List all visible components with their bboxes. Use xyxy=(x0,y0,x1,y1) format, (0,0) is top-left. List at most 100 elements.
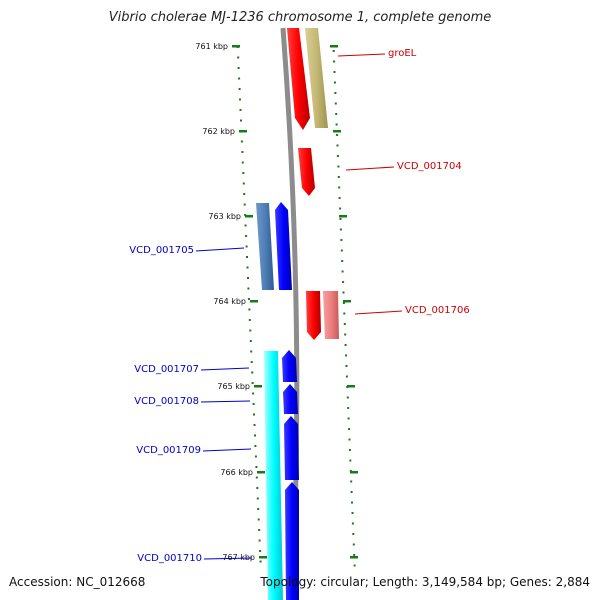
gene-VCD_001705-homolog-bar[interactable] xyxy=(256,203,274,290)
inner-tick-dot xyxy=(238,88,241,90)
gene-leader-line xyxy=(195,247,245,252)
gene-label-VCD_001707[interactable]: VCD_001707 xyxy=(134,364,199,375)
outer-tick-dot xyxy=(342,302,345,304)
gene-label-VCD_001706[interactable]: VCD_001706 xyxy=(405,305,470,316)
gene-VCD_001710-feature[interactable] xyxy=(285,482,299,600)
outer-tick-dot xyxy=(351,522,354,525)
inner-tick-dot xyxy=(240,119,242,122)
gene-label-groEL[interactable]: groEL xyxy=(388,48,417,59)
outer-tick-dot xyxy=(340,249,343,252)
outer-tick-dot xyxy=(342,281,345,283)
inner-tick-dot xyxy=(239,98,241,101)
gene-groEL-arrow[interactable] xyxy=(287,28,310,130)
inner-tick-dot xyxy=(249,340,252,342)
inner-tick-dot xyxy=(243,193,246,195)
inner-tick-dot xyxy=(240,140,243,143)
genome-summary-text: Topology: circular; Length: 3,149,584 bp… xyxy=(260,575,590,589)
inner-tick-dot xyxy=(254,455,257,458)
inner-tick-dot xyxy=(248,308,251,311)
inner-major-tick xyxy=(259,556,267,559)
gene-VCD_001705-feature[interactable] xyxy=(256,202,292,290)
outer-tick-dot xyxy=(347,417,350,420)
outer-tick-dot xyxy=(341,270,344,273)
inner-tick-dot xyxy=(257,508,260,510)
gene-VCD_001707-arrow[interactable] xyxy=(282,350,297,382)
outer-tick-dot xyxy=(333,60,336,63)
gene-labels: groEL VCD_001704 VCD_001705 VCD_001706 VCD_0… xyxy=(129,48,469,564)
outer-tick-dot xyxy=(348,449,351,451)
outer-tick-dot xyxy=(341,260,344,262)
outer-tick-dot xyxy=(336,134,339,136)
outer-tick-dot xyxy=(339,228,342,231)
gene-label-VCD_001710[interactable]: VCD_001710 xyxy=(137,553,202,564)
inner-tick-dot xyxy=(247,287,250,290)
inner-tick-dot xyxy=(253,413,255,416)
gene-VCD_001706-feature[interactable] xyxy=(306,291,339,340)
outer-tick-dot xyxy=(353,554,356,556)
inner-major-tick xyxy=(239,130,247,133)
gene-VCD_001706-homolog-bar[interactable] xyxy=(323,291,339,339)
inner-tick-dot xyxy=(258,539,261,542)
outer-major-tick xyxy=(343,300,351,303)
gene-VCD_001707-feature[interactable] xyxy=(282,350,297,382)
gene-leader-line xyxy=(345,166,395,171)
outer-tick-dot xyxy=(337,165,340,168)
gene-VCD_001705-arrow[interactable] xyxy=(275,202,292,290)
tick-label: 763 kbp xyxy=(208,212,241,221)
outer-tick-dot xyxy=(335,123,338,126)
inner-tick-dot xyxy=(254,445,257,447)
outer-tick-dot xyxy=(335,113,338,115)
gene-VCD_001708-feature[interactable] xyxy=(283,384,298,414)
gene-VCD_001704-feature[interactable] xyxy=(298,148,315,196)
inner-tick-dot xyxy=(252,392,255,395)
outer-tick-dot xyxy=(343,323,346,325)
outer-tick-dot xyxy=(336,144,339,147)
outer-tick-dot xyxy=(339,207,342,210)
outer-tick-dot xyxy=(350,491,353,493)
outer-tick-dot xyxy=(350,480,353,483)
tick-label: 764 kbp xyxy=(213,297,246,306)
outer-tick-dot xyxy=(344,344,347,346)
outer-tick-dot xyxy=(338,186,341,189)
gene-VCD_001706-arrow[interactable] xyxy=(306,291,321,340)
inner-tick-dot xyxy=(255,466,258,468)
inner-tick-dot xyxy=(237,56,240,59)
scale-ticks: 761 kbp 762 kbp 763 kbp 764 kbp 765 kbp 766 k… xyxy=(195,42,358,562)
gene-leader-line xyxy=(200,400,251,403)
gene-VCD_001710-arrow[interactable] xyxy=(285,482,299,600)
inner-tick-dot xyxy=(255,476,258,479)
inner-tick-dot xyxy=(259,550,262,552)
inner-tick-dot xyxy=(253,424,256,426)
inner-major-tick xyxy=(254,385,262,388)
gene-VCD_001708-arrow[interactable] xyxy=(283,384,298,414)
outer-major-tick xyxy=(350,556,358,559)
outer-major-tick xyxy=(330,45,338,48)
outer-tick-dot xyxy=(344,333,347,336)
gene-groEL-homolog-bar[interactable] xyxy=(305,28,328,128)
inner-tick-dot xyxy=(254,434,256,437)
gene-label-VCD_001708[interactable]: VCD_001708 xyxy=(134,396,199,407)
inner-major-tick xyxy=(232,45,240,48)
inner-tick-dot xyxy=(258,529,261,531)
gene-leader-line xyxy=(200,367,250,371)
gene-groEL-feature[interactable] xyxy=(287,28,328,130)
inner-tick-dot xyxy=(256,497,259,500)
inner-tick-dot xyxy=(250,350,253,353)
outer-tick-dot xyxy=(337,176,340,178)
gene-label-VCD_001705[interactable]: VCD_001705 xyxy=(129,245,194,256)
gene-label-VCD_001704[interactable]: VCD_001704 xyxy=(397,161,462,172)
inner-tick-dot xyxy=(243,203,246,206)
inner-tick-dot xyxy=(259,560,262,563)
outer-tick-dot xyxy=(352,543,355,546)
gene-VCD_001704-arrow[interactable] xyxy=(298,148,315,196)
gene-VCD_001709-arrow[interactable] xyxy=(284,416,299,480)
tick-label: 765 kbp xyxy=(217,382,250,391)
gene-label-VCD_001709[interactable]: VCD_001709 xyxy=(136,445,201,456)
inner-tick-dot xyxy=(251,371,254,374)
reverse-strand-homolog-bar xyxy=(264,351,283,600)
gene-leader-line xyxy=(203,557,253,560)
outer-tick-dot xyxy=(351,501,353,504)
gene-VCD_001709-feature[interactable] xyxy=(284,416,299,480)
map-title: Vibrio cholerae MJ-1236 chromosome 1, co… xyxy=(108,10,492,25)
